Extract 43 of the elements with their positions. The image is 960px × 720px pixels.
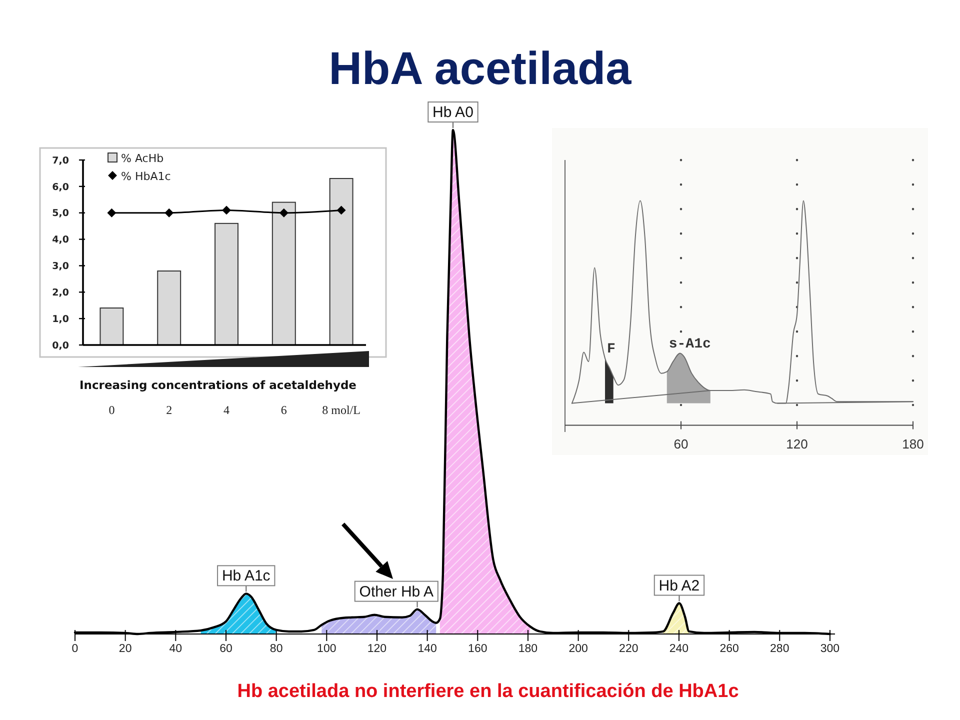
series-label: F: [607, 341, 616, 358]
series-label: Hb A0: [432, 104, 474, 121]
y-tick-label: 2,0: [52, 287, 70, 298]
x-tick-label: 60: [220, 643, 232, 655]
y-tick-label: 1,0: [52, 314, 70, 325]
x-tick-label: 20: [118, 643, 132, 655]
x-tick-label: 180: [902, 436, 924, 452]
x-tick-label: 180: [518, 643, 538, 655]
x-tick-label: 300: [820, 643, 840, 655]
y-tick-label: 3,0: [52, 261, 70, 272]
x-tick-label: 260: [720, 643, 739, 655]
series-label: s-A1c: [668, 336, 711, 352]
x-tick-label: 280: [770, 643, 790, 655]
x-tick-label: 0: [108, 403, 115, 417]
x-tick-label: 0: [72, 643, 78, 655]
x-tick-label: 80: [270, 643, 283, 655]
x-tick-label: 100: [317, 643, 336, 655]
series-label: Other Hb A: [359, 583, 434, 600]
x-tick-label: 220: [619, 643, 638, 655]
y-tick-label: 7,0: [52, 155, 70, 166]
chart-title: HbA acetilada: [328, 42, 632, 94]
x-axis-title: Increasing concentrations of acetaldehyde: [80, 378, 357, 392]
x-tick-label: 140: [418, 643, 437, 655]
x-tick-label: 240: [669, 643, 689, 655]
x-tick-label: 200: [568, 643, 588, 655]
text: Hb acetilada no interfiere en la cuantificación de HbA1c: [237, 681, 740, 702]
y-tick-label: 5,0: [52, 208, 70, 220]
x-tick-label: 6: [280, 403, 287, 417]
series-label: Hb A2: [658, 577, 700, 594]
x-tick-label: 60: [674, 436, 688, 452]
series-label: Hb A1c: [222, 568, 271, 585]
x-tick-label: 120: [367, 643, 387, 655]
y-tick-label: 0,0: [52, 340, 70, 352]
y-tick-label: 6,0: [52, 182, 70, 193]
x-tick-label: 2: [166, 403, 172, 417]
y-tick-label: 4,0: [52, 234, 70, 246]
x-tick-label: 4: [224, 403, 230, 417]
legend-label: % AcHb: [121, 152, 164, 165]
x-tick-label: 40: [169, 643, 182, 655]
x-tick-label: 160: [468, 643, 488, 655]
legend-label: % HbA1c: [121, 170, 171, 183]
x-tick-label: 8 mol/L: [322, 403, 360, 417]
x-tick-label: 120: [786, 436, 808, 452]
